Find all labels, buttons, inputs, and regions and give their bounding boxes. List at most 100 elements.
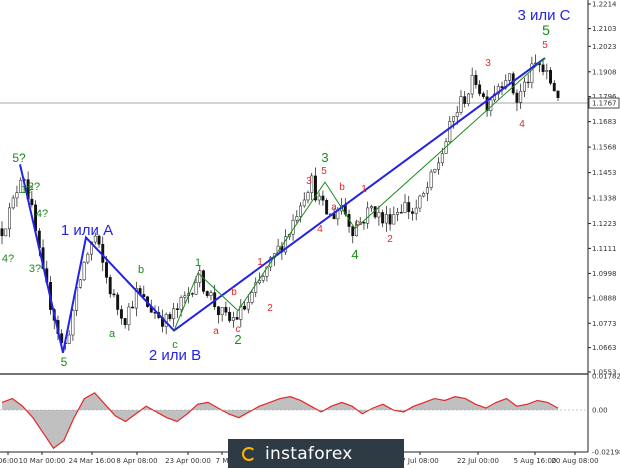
- wave-label-blue: 3 или C: [517, 7, 570, 24]
- candle-body: [265, 266, 269, 277]
- candle-body: [429, 171, 433, 188]
- time-tick-label: 7 Jul 08:00: [401, 457, 439, 465]
- candle-body: [411, 211, 414, 214]
- candle-body: [336, 210, 340, 220]
- wave-label-green: 4?: [2, 253, 14, 265]
- time-tick-label: 20 Aug 08:00: [551, 457, 598, 465]
- candle-body: [243, 305, 247, 310]
- wave-label-red: 2: [267, 303, 273, 314]
- candle-body: [190, 293, 194, 295]
- candle-body: [284, 236, 288, 253]
- candle-body: [19, 180, 23, 193]
- candle-body: [97, 235, 101, 245]
- price-tick-label: 1.0773: [592, 320, 617, 328]
- candle-body: [549, 70, 552, 84]
- wave-label-green: a: [109, 328, 116, 340]
- candle-body: [515, 92, 519, 103]
- price-tick-label: 1.2214: [592, 1, 617, 9]
- candle-body: [0, 228, 4, 237]
- price-panel: [0, 54, 588, 350]
- candle-body: [478, 84, 482, 94]
- candle-body: [231, 317, 235, 321]
- candle-body: [112, 293, 116, 296]
- instaforex-logo-icon: [242, 446, 256, 461]
- candle-body: [396, 212, 399, 215]
- candle-body: [407, 202, 411, 212]
- candle-body: [168, 314, 172, 320]
- oscillator-tick-label: 0.00: [592, 407, 608, 415]
- candle-body: [134, 288, 138, 309]
- candle-body: [116, 294, 120, 310]
- candle-body: [224, 307, 228, 313]
- wave-label-green: 4: [351, 247, 358, 262]
- candle-body: [179, 297, 183, 310]
- candle-body: [131, 306, 135, 309]
- candle-body: [545, 70, 549, 72]
- candle-body: [302, 199, 306, 207]
- oscillator-tick-label: -0.02198: [592, 449, 620, 457]
- candle-body: [205, 291, 209, 296]
- price-tick-label: 1.1453: [592, 169, 617, 177]
- price-tick-label: 1.1111: [592, 245, 617, 253]
- candle-body: [474, 75, 478, 86]
- candle-body: [123, 318, 127, 326]
- candle-body: [105, 262, 108, 278]
- candle-body: [183, 295, 187, 298]
- wave-label-green: b: [138, 264, 144, 276]
- candle-body: [351, 226, 355, 237]
- candle-body: [392, 214, 396, 225]
- wave-label-red: a: [213, 326, 219, 337]
- candle-body: [313, 175, 317, 201]
- price-tick-label: 1.0888: [592, 294, 617, 302]
- candle-body: [433, 169, 437, 173]
- candle-body: [220, 307, 224, 316]
- candle-body: [67, 334, 71, 344]
- wave-label-red: 1: [257, 257, 263, 268]
- candle-body: [175, 308, 179, 310]
- oscillator-histogram: [2, 392, 558, 449]
- candle-body: [448, 121, 452, 143]
- wave-label-red: b: [231, 287, 237, 298]
- wave-label-red: 4: [519, 119, 525, 130]
- current-price-label: 1.1767: [592, 100, 617, 108]
- candle-body: [254, 282, 258, 293]
- candle-body: [369, 206, 373, 209]
- candle-body: [71, 310, 75, 336]
- candle-body: [127, 306, 131, 326]
- wave-label-green: 5?: [12, 151, 26, 165]
- price-tick-label: 1.0998: [592, 270, 617, 278]
- time-tick-label: 10 Mar 00:00: [19, 457, 66, 465]
- candle-body: [142, 294, 146, 298]
- candle-body: [216, 306, 220, 316]
- candle-body: [552, 82, 556, 92]
- wave-label-red: 5: [542, 40, 548, 51]
- blue-wave-line: [19, 57, 546, 353]
- candle-body: [11, 197, 15, 209]
- wave-label-green: 1?: [21, 184, 33, 196]
- candle-body: [15, 192, 19, 199]
- time-tick-label: 06:00: [0, 457, 18, 465]
- wave-label-green: 2?: [28, 181, 40, 193]
- candle-body: [250, 292, 254, 303]
- price-tick-label: 1.1908: [592, 68, 617, 76]
- candle-body: [403, 202, 407, 213]
- wave-label-green: 1: [195, 257, 201, 269]
- candle-body: [317, 195, 321, 201]
- candle-body: [485, 96, 489, 112]
- time-tick-label: 5 Aug 16:00: [514, 457, 557, 465]
- time-tick-label: 8 Apr 08:00: [116, 457, 157, 465]
- candle-body: [295, 216, 299, 221]
- price-tick-label: 1.1223: [592, 220, 617, 228]
- candle-body: [381, 212, 385, 224]
- candle-body: [440, 153, 444, 164]
- candle-body: [306, 192, 310, 201]
- candle-body: [4, 228, 8, 237]
- price-tick-label: 1.0553: [592, 369, 617, 377]
- green-wave-line: [173, 57, 546, 331]
- candle-body: [556, 90, 560, 98]
- candle-body: [299, 205, 302, 217]
- candle-body: [246, 302, 250, 310]
- candle-body: [78, 279, 82, 288]
- candle-body: [310, 175, 314, 193]
